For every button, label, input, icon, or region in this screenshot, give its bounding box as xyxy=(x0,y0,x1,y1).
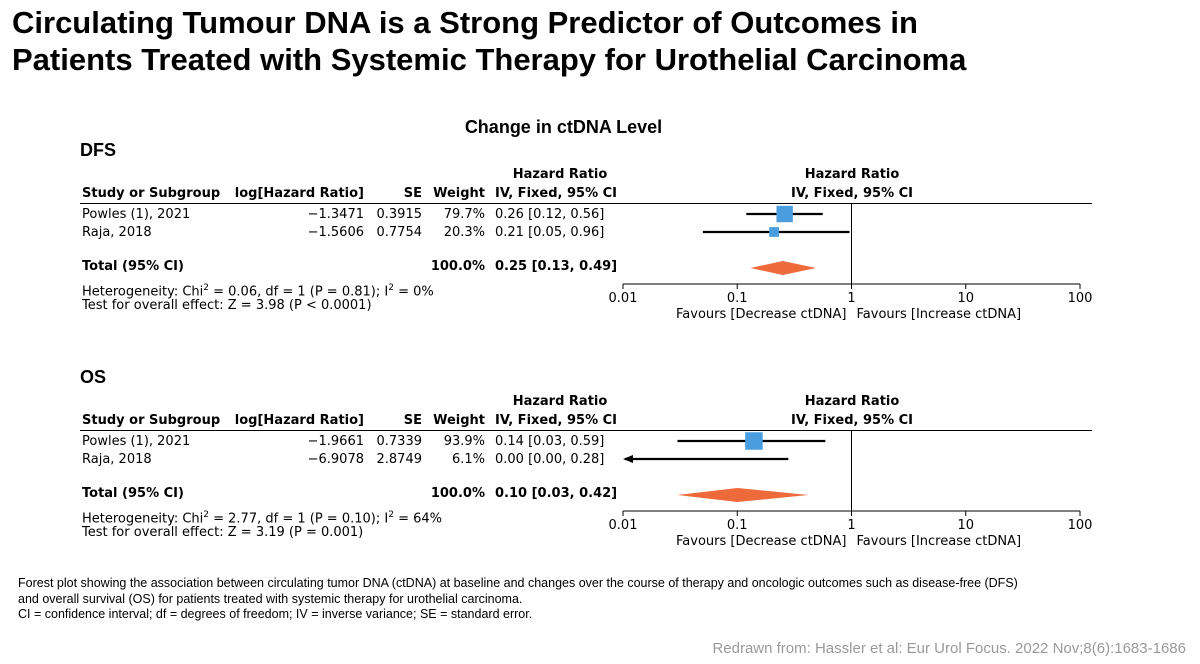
header-ci: IV, Fixed, 95% CI xyxy=(495,186,618,201)
study-square xyxy=(769,227,779,237)
total-label: Total (95% CI) xyxy=(82,486,184,501)
study-log-hr: −1.9661 xyxy=(307,434,364,449)
x-tick-label: 0.01 xyxy=(609,291,638,306)
study-se: 0.7339 xyxy=(376,434,423,449)
forest-plot-svg: 0.01 0.1 1 10 100 Favours [Decrease ctDNA] Fav… xyxy=(609,430,1093,549)
forest-panel-os: OS Hazard Ratio Hazard Ratio Study or Subgr… xyxy=(0,227,1200,549)
x-tick-label: 1 xyxy=(847,518,855,533)
section-title: Change in ctDNA Level xyxy=(464,117,663,137)
x-tick-label: 10 xyxy=(957,518,974,533)
source-credit: Redrawn from: Hassler et al: Eur Urol Fo… xyxy=(712,640,1186,657)
study-weight: 20.3% xyxy=(443,225,485,240)
study-square xyxy=(776,205,793,223)
favours-left-label: Favours [Decrease ctDNA] xyxy=(676,534,847,549)
figure-caption: Forest plot showing the association betw… xyxy=(18,576,1178,623)
pooled-diamond xyxy=(677,488,809,502)
heterogeneity-part-c: = 64% xyxy=(393,511,442,527)
main-title-line-1: Circulating Tumour DNA is a Strong Predi… xyxy=(12,5,918,40)
study-name: Raja, 2018 xyxy=(82,225,152,240)
panel-label-os: OS xyxy=(80,367,107,387)
total-ci: 0.10 [0.03, 0.42] xyxy=(495,486,618,501)
study-square xyxy=(745,432,763,450)
heterogeneity-text: Heterogeneity: Chi2 = 0.06, df = 1 (P = … xyxy=(82,280,434,300)
header-weight: Weight xyxy=(433,413,485,428)
heterogeneity-part-b: = 2.77, df = 1 (P = 0.10); I xyxy=(209,511,389,527)
study-se: 2.8749 xyxy=(376,452,423,467)
study-weight: 93.9% xyxy=(443,434,485,449)
x-tick-label: 1 xyxy=(847,291,855,306)
forest-panel-dfs: DFS Hazard Ratio Hazard Ratio Study or Subg… xyxy=(0,0,1200,322)
caption-line-1: Forest plot showing the association betw… xyxy=(18,576,1018,590)
heterogeneity-text: Heterogeneity: Chi2 = 2.77, df = 1 (P = … xyxy=(82,507,442,527)
study-log-hr: −1.5606 xyxy=(307,225,364,240)
header-study: Study or Subgroup xyxy=(82,413,221,428)
chi-squared-superscript: 2 xyxy=(203,283,209,293)
i-squared-superscript: 2 xyxy=(388,510,394,520)
heterogeneity-part-a: Heterogeneity: Chi xyxy=(82,284,204,300)
study-ci: 0.14 [0.03, 0.59] xyxy=(495,434,605,449)
favours-left-label: Favours [Decrease ctDNA] xyxy=(676,307,847,322)
overall-effect-text: Test for overall effect: Z = 3.98 (P < 0… xyxy=(82,298,372,313)
study-weight: 79.7% xyxy=(443,207,485,222)
pooled-diamond xyxy=(750,261,817,275)
header-se: SE xyxy=(403,186,422,201)
study-ci: 0.26 [0.12, 0.56] xyxy=(495,207,605,222)
main-title-line-2: Patients Treated with Systemic Therapy f… xyxy=(12,42,967,77)
chi-squared-superscript: 2 xyxy=(203,510,209,520)
caption-line-2: and overall survival (OS) for patients t… xyxy=(18,591,523,606)
header-rule xyxy=(80,430,1092,431)
header-rule xyxy=(80,203,1092,204)
header-study: Study or Subgroup xyxy=(82,186,221,201)
study-log-hr: −1.3471 xyxy=(307,207,364,222)
study-name: Powles (1), 2021 xyxy=(82,207,191,222)
header-hazard-ratio: Hazard Ratio xyxy=(512,394,608,409)
favours-right-label: Favours [Increase ctDNA] xyxy=(857,307,1022,322)
header-log-hr: log[Hazard Ratio] xyxy=(234,413,364,428)
plot-header-hazard-ratio: Hazard Ratio xyxy=(804,394,900,409)
favours-right-label: Favours [Increase ctDNA] xyxy=(857,534,1022,549)
panel-label-dfs: DFS xyxy=(80,140,116,160)
total-weight: 100.0% xyxy=(430,259,485,274)
heterogeneity-part-a: Heterogeneity: Chi xyxy=(82,511,204,527)
header-hazard-ratio: Hazard Ratio xyxy=(512,167,608,182)
study-weight: 6.1% xyxy=(451,452,485,467)
x-tick-label: 100 xyxy=(1068,291,1093,306)
plot-header-hazard-ratio: Hazard Ratio xyxy=(804,167,900,182)
i-squared-superscript: 2 xyxy=(388,283,394,293)
study-name: Raja, 2018 xyxy=(82,452,152,467)
study-log-hr: −6.9078 xyxy=(307,452,364,467)
main-title: Circulating Tumour DNA is a Strong Predi… xyxy=(12,4,1182,78)
plot-header-ci: IV, Fixed, 95% CI xyxy=(790,413,913,428)
caption-line-3: CI = confidence interval; df = degrees o… xyxy=(18,607,533,621)
heterogeneity-part-c: = 0% xyxy=(393,284,434,300)
total-weight: 100.0% xyxy=(430,486,485,501)
x-tick-label: 0.1 xyxy=(727,518,748,533)
header-se: SE xyxy=(403,413,422,428)
x-tick-label: 0.1 xyxy=(727,291,748,306)
forest-plot-svg: 0.01 0.1 1 10 100 Favours [Decrease ctDNA] Fav… xyxy=(609,203,1093,322)
total-ci: 0.25 [0.13, 0.49] xyxy=(495,259,618,274)
header-weight: Weight xyxy=(433,186,485,201)
heterogeneity-part-b: = 0.06, df = 1 (P = 0.81); I xyxy=(209,284,389,300)
study-se: 0.3915 xyxy=(376,207,423,222)
study-se: 0.7754 xyxy=(376,225,423,240)
x-tick-label: 0.01 xyxy=(609,518,638,533)
x-tick-label: 10 xyxy=(957,291,974,306)
study-name: Powles (1), 2021 xyxy=(82,434,191,449)
header-ci: IV, Fixed, 95% CI xyxy=(495,413,618,428)
study-ci: 0.00 [0.00, 0.28] xyxy=(495,452,605,467)
header-log-hr: log[Hazard Ratio] xyxy=(234,186,364,201)
study-ci: 0.21 [0.05, 0.96] xyxy=(495,225,605,240)
truncated-ci-arrow xyxy=(623,455,633,463)
plot-header-ci: IV, Fixed, 95% CI xyxy=(790,186,913,201)
overall-effect-text: Test for overall effect: Z = 3.19 (P = 0… xyxy=(82,525,364,540)
x-tick-label: 100 xyxy=(1068,518,1093,533)
total-label: Total (95% CI) xyxy=(82,259,184,274)
